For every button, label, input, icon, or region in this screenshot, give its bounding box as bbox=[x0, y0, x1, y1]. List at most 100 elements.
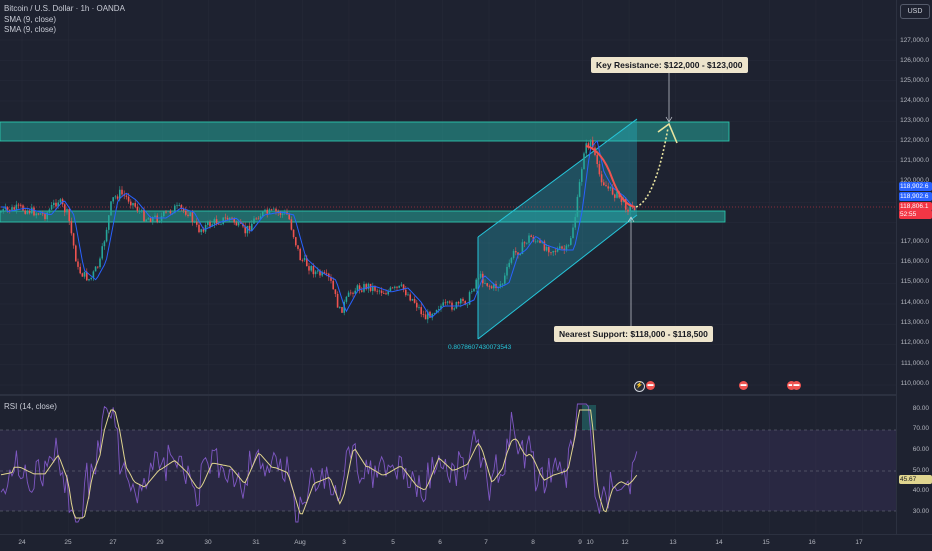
price-axis[interactable]: USD 127,000.0 126,000.0 125,000.0 124,00… bbox=[896, 0, 932, 534]
chart-canvas[interactable] bbox=[0, 0, 896, 534]
candle-body bbox=[605, 185, 607, 187]
candle-body bbox=[246, 225, 249, 234]
candle-body bbox=[308, 266, 310, 271]
candle-body bbox=[6, 207, 9, 210]
candle-body bbox=[145, 219, 147, 222]
candle-body bbox=[244, 226, 246, 234]
time-tick: 25 bbox=[64, 539, 72, 546]
price-tick: 125,000.0 bbox=[900, 77, 929, 84]
candle-body bbox=[196, 221, 198, 225]
ascending-channel[interactable] bbox=[478, 119, 637, 339]
candle-body bbox=[510, 257, 513, 263]
resistance-zone[interactable] bbox=[0, 121, 730, 142]
candle-body bbox=[149, 218, 152, 223]
candle-body bbox=[75, 245, 77, 262]
flag-icon-4[interactable]: ▬ bbox=[792, 381, 801, 390]
candle-body bbox=[193, 221, 196, 223]
candle-body bbox=[277, 211, 279, 213]
candle-body bbox=[409, 294, 411, 301]
candle-body bbox=[345, 296, 348, 302]
candle-body bbox=[596, 155, 598, 165]
candle-body bbox=[598, 164, 601, 175]
projection-arrowhead bbox=[657, 122, 678, 144]
candle-body bbox=[281, 213, 284, 215]
candle-body bbox=[508, 262, 510, 267]
candle-body bbox=[585, 143, 587, 154]
flag-icon-3[interactable]: ▬ bbox=[787, 381, 796, 390]
candle-body bbox=[576, 196, 579, 217]
candle-body bbox=[614, 194, 616, 198]
candle-body bbox=[499, 284, 502, 287]
candle-body bbox=[411, 299, 414, 301]
lightning-icon[interactable]: ⚡ bbox=[634, 381, 645, 392]
price-tick: 117,000.0 bbox=[900, 238, 929, 245]
candle-body bbox=[633, 206, 636, 211]
channel-upper-line[interactable] bbox=[477, 118, 638, 238]
candle-body bbox=[466, 304, 469, 306]
candle-body bbox=[26, 210, 29, 214]
candle-body bbox=[112, 197, 114, 202]
candle-body bbox=[138, 211, 141, 212]
candle-body bbox=[306, 257, 308, 267]
candle-body bbox=[257, 218, 260, 220]
candle-body bbox=[88, 279, 90, 281]
candle-body bbox=[2, 209, 4, 212]
candle-body bbox=[110, 201, 112, 216]
support-zone[interactable] bbox=[0, 210, 726, 223]
candle-body bbox=[358, 285, 361, 291]
time-tick: 6 bbox=[438, 539, 442, 546]
price-tick: 112,000.0 bbox=[900, 339, 929, 346]
rsi-indicator-label[interactable]: RSI (14, close) bbox=[4, 402, 57, 411]
time-tick: 15 bbox=[762, 539, 770, 546]
candle-body bbox=[288, 214, 290, 220]
candle-body bbox=[235, 222, 238, 226]
candle-body bbox=[253, 218, 255, 224]
countdown-tag: 52:55 bbox=[899, 210, 932, 219]
candle-body bbox=[519, 253, 521, 256]
candle-body bbox=[424, 314, 427, 320]
resistance-callout[interactable]: Key Resistance: $122,000 - $123,000 bbox=[591, 57, 748, 73]
candle-body bbox=[303, 257, 306, 261]
candle-body bbox=[354, 290, 356, 294]
support-callout[interactable]: Nearest Support: $118,000 - $118,500 bbox=[554, 326, 713, 342]
candle-body bbox=[554, 250, 557, 252]
rsi-tick: 30.00 bbox=[912, 508, 929, 515]
candle-body bbox=[255, 218, 257, 220]
candle-body bbox=[121, 189, 123, 195]
candle-body bbox=[182, 208, 185, 211]
rsi-tick: 70.00 bbox=[912, 425, 929, 432]
candle-body bbox=[262, 211, 264, 217]
time-axis[interactable]: 24 25 27 29 30 31 Aug 3 5 6 7 8 9 10 12 … bbox=[0, 534, 932, 551]
channel-lower-line[interactable] bbox=[477, 214, 638, 340]
candle-body bbox=[90, 277, 92, 280]
flag-icon-2[interactable]: ▬ bbox=[739, 381, 748, 390]
candle-body bbox=[317, 270, 319, 272]
candle-body bbox=[55, 202, 57, 207]
candle-body bbox=[506, 266, 508, 276]
symbol-title[interactable]: Bitcoin / U.S. Dollar · 1h · OANDA bbox=[4, 4, 125, 13]
candle-body bbox=[22, 205, 24, 211]
candle-body bbox=[629, 205, 631, 212]
candle-body bbox=[17, 204, 20, 206]
candle-body bbox=[68, 209, 70, 222]
candle-body bbox=[334, 289, 337, 294]
rsi-tick: 40.00 bbox=[912, 487, 929, 494]
candle-body bbox=[147, 218, 150, 220]
rsi-tick: 80.00 bbox=[912, 405, 929, 412]
flag-icon[interactable]: ▬ bbox=[646, 381, 655, 390]
candle-body bbox=[31, 207, 33, 214]
candle-body bbox=[464, 301, 466, 305]
candle-body bbox=[561, 246, 563, 249]
candle-body bbox=[365, 284, 367, 290]
candle-body bbox=[468, 292, 471, 305]
sma-indicator-label-2[interactable]: SMA (9, close) bbox=[4, 25, 57, 34]
candle-body bbox=[116, 196, 119, 199]
candle-body bbox=[559, 246, 561, 249]
candle-body bbox=[9, 209, 11, 212]
time-tick: 10 bbox=[586, 539, 594, 546]
fib-level-label[interactable]: 0.8078607430073543 bbox=[448, 344, 512, 351]
currency-button[interactable]: USD bbox=[900, 4, 930, 19]
candle-body bbox=[413, 299, 416, 303]
sma-indicator-label[interactable]: SMA (9, close) bbox=[4, 14, 57, 24]
candle-body bbox=[200, 229, 202, 233]
